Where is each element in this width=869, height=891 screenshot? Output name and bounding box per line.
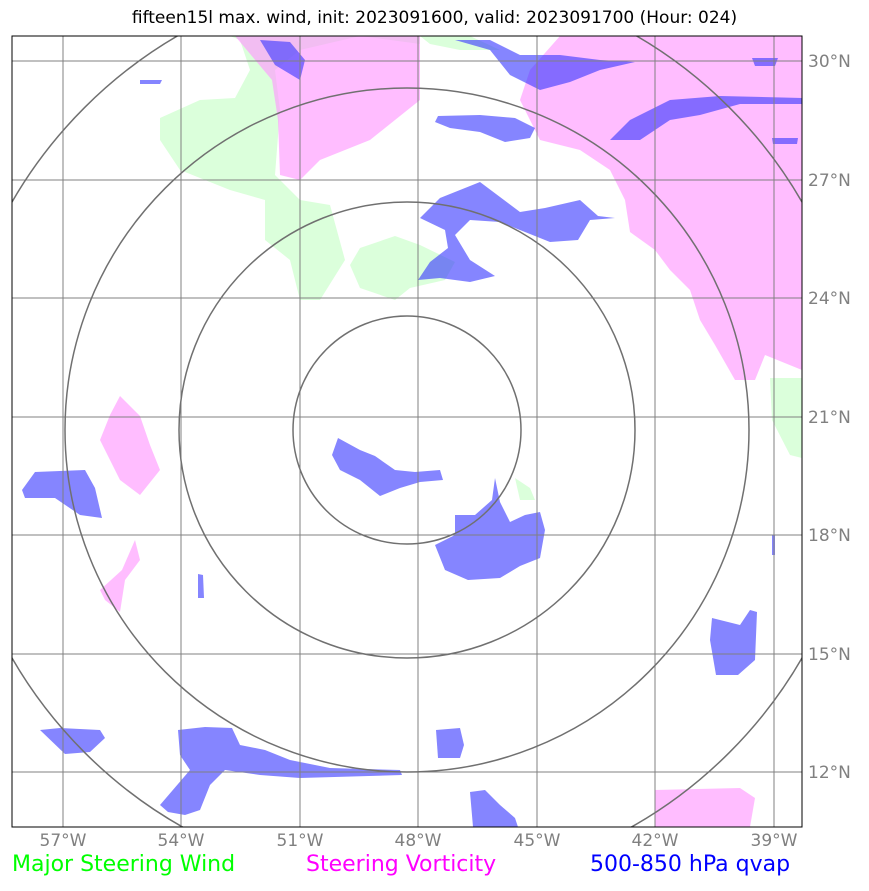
lat-lon-grid	[12, 36, 802, 827]
map-layers	[22, 36, 802, 827]
lat-tick-label: 24°N	[808, 289, 851, 309]
range-ring-1	[292, 315, 522, 545]
legend-qvap: 500-850 hPa qvap	[590, 852, 791, 877]
steering-vorticity-layer	[100, 36, 802, 827]
legend-steering-wind: Major Steering Wind	[12, 852, 236, 877]
lon-tick-label: 54°W	[158, 831, 205, 851]
lat-tick-label: 15°N	[808, 645, 851, 665]
plot-frame	[11, 35, 803, 828]
map-title: fifteen15l max. wind, init: 2023091600, …	[131, 8, 738, 28]
lat-tick-label: 27°N	[808, 171, 851, 191]
lat-tick-label: 21°N	[808, 408, 851, 428]
lon-tick-label: 51°W	[277, 831, 324, 851]
lon-tick-label: 48°W	[395, 831, 442, 851]
lat-tick-label: 30°N	[808, 52, 851, 72]
lon-tick-label: 45°W	[514, 831, 561, 851]
legend-steering-vorticity: Steering Vorticity	[306, 852, 497, 877]
lat-tick-label: 12°N	[808, 763, 851, 783]
lon-tick-label: 57°W	[40, 831, 87, 851]
lon-tick-labels: 57°W 54°W 51°W 48°W 45°W 42°W 39°W	[40, 831, 798, 851]
lon-tick-label: 39°W	[751, 831, 798, 851]
qvap-layer	[22, 40, 802, 827]
range-ring-2	[178, 201, 636, 659]
range-ring-3	[64, 87, 750, 773]
lat-tick-label: 18°N	[808, 526, 851, 546]
lat-tick-labels: 30°N 27°N 24°N 21°N 18°N 15°N 12°N	[808, 52, 851, 783]
lon-tick-label: 42°W	[632, 831, 679, 851]
